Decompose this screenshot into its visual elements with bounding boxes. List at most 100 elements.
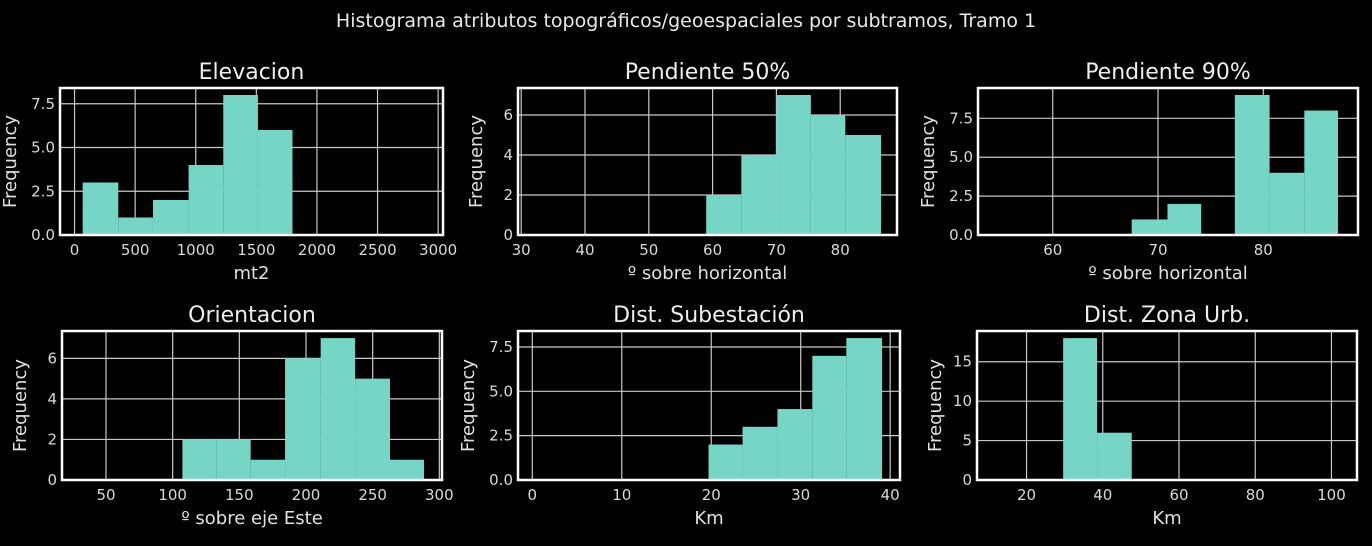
y-tick-label: 0	[47, 471, 57, 489]
axes-frame	[60, 329, 444, 482]
x-tick-label: 30	[791, 486, 810, 504]
x-axis-label: º sobre horizontal	[628, 263, 788, 284]
y-tick-label: 0	[503, 226, 513, 244]
x-tick-label: 0	[528, 486, 538, 504]
y-axis-label: Frequency	[10, 359, 31, 452]
histogram-bar	[118, 217, 153, 235]
histogram-bar	[777, 409, 813, 480]
histogram-bar	[82, 182, 119, 235]
x-tick-label: 80	[831, 241, 850, 259]
axes-frame	[976, 86, 1360, 237]
histogram-bar	[1269, 172, 1305, 235]
subplot-2: 30 40 50 60 70 80 0 2 4 6 Pendiente 50% º sobre hor…	[466, 60, 899, 284]
y-tick-label: 2	[503, 186, 513, 204]
x-tick-label: 10	[612, 486, 631, 504]
figure-title: Histograma atributos topográficos/geoesp…	[336, 10, 1036, 32]
histogram-bar	[216, 439, 251, 480]
x-tick-label: 40	[881, 486, 900, 504]
y-tick-label: 2	[47, 430, 57, 448]
histogram-bar	[188, 165, 224, 235]
y-tick-label: 0	[962, 471, 972, 489]
y-axis-label: Frequency	[925, 359, 946, 452]
histogram-bar	[355, 378, 390, 480]
y-tick-label: 5.0	[31, 139, 55, 157]
y-axis-label: Frequency	[458, 359, 479, 452]
x-tick-label: 50	[639, 241, 658, 259]
histogram-bar	[706, 195, 742, 235]
x-tick-label: 1000	[177, 241, 215, 259]
y-tick-label: 7.5	[489, 338, 513, 356]
subplot-title: Dist. Subestación	[613, 303, 805, 328]
x-axis-label: º sobre eje Este	[181, 508, 323, 529]
x-tick-label: 300	[425, 486, 454, 504]
axes-frame	[516, 329, 902, 482]
y-tick-label: 5.0	[489, 382, 513, 400]
subplot-3: 60 70 80 0.0 2.5 5.0 7.5 Pendiente 90% º sobre h…	[918, 60, 1360, 284]
x-tick-label: 200	[292, 486, 321, 504]
x-tick-label: 60	[1169, 486, 1188, 504]
x-tick-label: 0	[70, 241, 80, 259]
y-tick-label: 10	[953, 392, 972, 410]
x-tick-label: 20	[702, 486, 721, 504]
subplot-title: Orientacion	[188, 303, 316, 328]
histogram-bar	[1304, 110, 1338, 235]
histogram-bar	[742, 426, 778, 480]
subplot-5: 0 10 20 30 40 0.0 2.5 5.0 7.5 Dist. Subestación Km…	[458, 303, 902, 529]
histogram-bar	[320, 338, 356, 480]
y-tick-label: 2.5	[31, 182, 55, 200]
histogram-bar	[1131, 219, 1168, 235]
axes-frame	[58, 86, 445, 237]
y-axis-label: Frequency	[0, 115, 21, 208]
histogram-bar	[1167, 203, 1202, 235]
x-axis-label: mt2	[233, 263, 269, 284]
histogram-bar	[250, 459, 286, 480]
histogram-bar	[257, 130, 293, 235]
x-tick-label: 1500	[237, 241, 275, 259]
histogram-bar	[152, 200, 189, 235]
histogram-bar	[741, 155, 777, 235]
y-tick-label: 0.0	[31, 226, 55, 244]
axes-frame	[975, 329, 1359, 482]
y-tick-label: 2.5	[489, 427, 513, 445]
histogram-bar	[776, 95, 811, 235]
x-axis-label: Km	[694, 508, 723, 529]
histogram-bar	[1234, 95, 1270, 235]
histogram-bar	[223, 95, 258, 235]
y-axis-label: Frequency	[918, 115, 939, 208]
x-tick-label: 40	[1093, 486, 1112, 504]
x-tick-label: 3000	[419, 241, 457, 259]
subplot-title: Pendiente 90%	[1085, 60, 1251, 85]
y-tick-label: 0.0	[489, 471, 513, 489]
x-tick-label: 60	[703, 241, 722, 259]
x-tick-label: 30	[512, 241, 531, 259]
x-tick-label: 2500	[358, 241, 396, 259]
x-tick-label: 100	[1317, 486, 1346, 504]
y-tick-label: 5.0	[949, 148, 973, 166]
histogram-bar	[846, 338, 883, 480]
y-tick-label: 0.0	[949, 226, 973, 244]
y-tick-label: 4	[503, 146, 513, 164]
subplot-1: 0 500 1000 1500 2000 2500 3000 0.0 2.5 5.0 7.5 Elev…	[0, 60, 457, 284]
y-tick-label: 6	[503, 106, 513, 124]
histogram-bar	[285, 358, 321, 480]
y-tick-label: 7.5	[949, 109, 973, 127]
histogram-bar	[810, 115, 846, 235]
x-tick-label: 70	[767, 241, 786, 259]
histogram-bar	[1063, 338, 1098, 480]
x-tick-label: 80	[1246, 486, 1265, 504]
histogram-bar	[182, 439, 217, 480]
x-tick-label: 100	[158, 486, 187, 504]
x-tick-label: 2000	[298, 241, 336, 259]
x-tick-label: 150	[225, 486, 254, 504]
subplot-4: 50 100 150 200 250 300 0 2 4 6 Orientacion º sobre …	[10, 303, 454, 529]
histogram-bar	[845, 135, 882, 235]
x-axis-label: º sobre horizontal	[1088, 263, 1248, 284]
subplots: 0 500 1000 1500 2000 2500 30000.02.55.07.5Elev…	[0, 60, 1360, 529]
x-tick-label: 20	[1017, 486, 1036, 504]
x-tick-label: 70	[1148, 241, 1167, 259]
y-tick-label: 7.5	[31, 95, 55, 113]
x-tick-label: 500	[121, 241, 150, 259]
x-tick-label: 50	[96, 486, 115, 504]
x-tick-label: 250	[358, 486, 387, 504]
x-axis-label: Km	[1152, 508, 1181, 529]
